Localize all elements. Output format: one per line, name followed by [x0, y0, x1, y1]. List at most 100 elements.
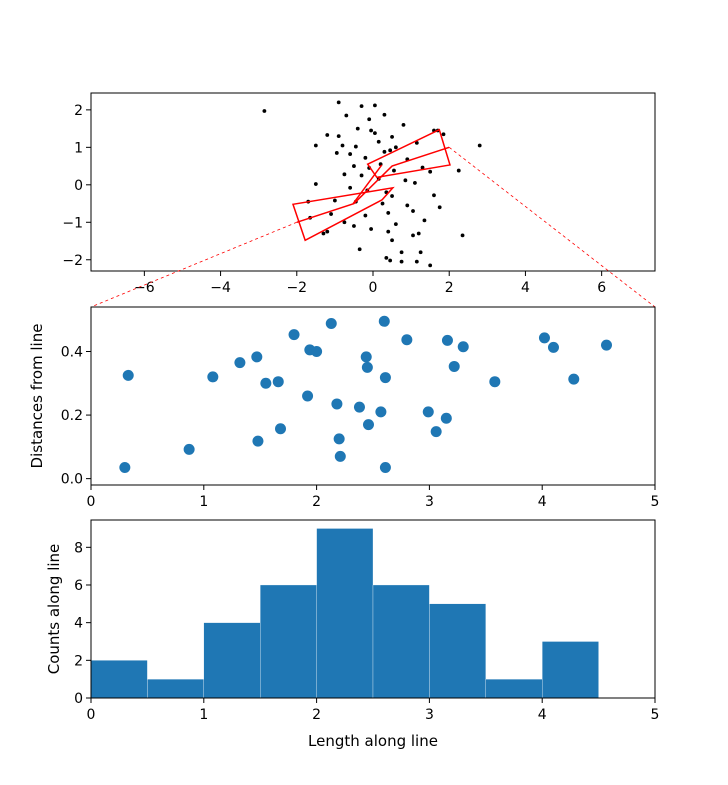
scatter-point [369, 227, 373, 231]
scatter-point [390, 238, 394, 243]
scatter-point [363, 155, 368, 160]
scatter-point [369, 128, 373, 133]
distance-point [422, 406, 434, 418]
scatter-point [382, 149, 387, 154]
distance-point [260, 377, 272, 389]
histogram-bar [542, 641, 599, 699]
distance-y-label: Distances from line [28, 324, 46, 469]
scatter-point [399, 259, 404, 264]
scatter-point [393, 222, 398, 227]
distance-point [288, 329, 300, 341]
scatter-point [393, 145, 398, 150]
histogram-x-axis: 0 1 2 3 4 5 [87, 698, 659, 723]
scatter-y-tick-label: 1 [74, 140, 83, 156]
scatter-point [355, 126, 360, 131]
histogram-y-tick-label: 6 [74, 578, 83, 594]
distance-point [302, 390, 314, 402]
scatter-point [390, 194, 394, 198]
scatter-point [437, 205, 442, 210]
selection-rectangle [352, 164, 383, 204]
scatter-point [390, 134, 394, 139]
histogram-panel-frame [90, 519, 656, 699]
distance-point [379, 462, 391, 474]
scatter-point [376, 139, 381, 144]
distance-point [183, 443, 195, 455]
scatter-point [432, 193, 436, 198]
distance-point [600, 339, 612, 351]
selection-rectangle [291, 186, 395, 242]
distance-point [448, 360, 460, 372]
distance-y-tick-label: 0.0 [61, 472, 83, 488]
scatter-point [344, 113, 349, 118]
scatter-point [373, 131, 377, 135]
histogram-y-label: Counts along line [45, 544, 63, 675]
scatter-point [359, 173, 364, 178]
histogram-bars [90, 528, 599, 699]
distance-point [379, 372, 391, 384]
distance-point [378, 315, 390, 327]
distance-y-tick-label: 0.2 [61, 408, 83, 424]
distance-x-tick-label: 0 [87, 494, 96, 510]
distance-point [440, 412, 452, 424]
scatter-point [428, 263, 433, 268]
scatter-point [340, 143, 345, 148]
distance-point [325, 318, 337, 330]
scatter-point [456, 168, 461, 173]
distance-panel: 0 1 2 3 4 5 0.0 0.2 0.4 Distances from line [28, 306, 660, 510]
selection-rectangles [291, 128, 451, 242]
scatter-x-axis: −6 −4 −2 0 2 4 6 [134, 271, 606, 296]
zoom-line-right [448, 147, 656, 308]
scatter-point [416, 231, 421, 236]
scatter-point [422, 218, 427, 223]
scatter-x-tick-label: 4 [521, 280, 530, 296]
scatter-point [348, 152, 353, 156]
scatter-point [336, 134, 341, 138]
scatter-x-tick-label: 6 [597, 280, 606, 296]
scatter-point [428, 169, 433, 174]
distance-point [331, 398, 343, 410]
scatter-point [392, 168, 396, 173]
selection-rectangle [366, 128, 451, 179]
scatter-point [411, 233, 415, 238]
scatter-point [359, 104, 364, 109]
histogram-y-tick-label: 0 [74, 691, 83, 707]
zoom-connector-lines [90, 147, 656, 308]
distance-x-tick-label: 5 [651, 494, 660, 510]
scatter-point [403, 178, 408, 183]
scatter-x-tick-label: −6 [134, 280, 155, 296]
scatter-point [348, 185, 353, 190]
scatter-point [384, 255, 389, 260]
distance-x-tick-label: 3 [425, 494, 434, 510]
scatter-point [367, 117, 372, 122]
distance-point [538, 332, 550, 344]
distance-point [401, 334, 413, 346]
scatter-point [373, 103, 377, 108]
scatter-point [352, 224, 356, 228]
distance-x-tick-label: 1 [199, 494, 208, 510]
distance-point [430, 426, 442, 438]
scatter-point [313, 143, 318, 148]
scatter-y-axis: −2 −1 0 1 2 [62, 103, 91, 269]
scatter-point [321, 231, 326, 236]
scatter-point [352, 164, 356, 168]
histogram-bar [485, 679, 543, 699]
scatter-x-tick-label: −4 [210, 280, 231, 296]
distance-x-axis: 0 1 2 3 4 5 [87, 485, 660, 510]
selection-centerline [296, 146, 450, 223]
scatter-point [357, 247, 362, 252]
distance-point [122, 369, 134, 381]
scatter-point [411, 209, 415, 213]
distance-point [119, 462, 131, 474]
distance-point [489, 376, 501, 388]
histogram-bar [429, 603, 486, 699]
histogram-bar [260, 584, 317, 699]
scatter-point [399, 250, 404, 255]
distance-point [252, 435, 264, 447]
scatter-panel: −6 −4 −2 0 2 4 6 −2 −1 0 1 2 [62, 92, 656, 296]
scatter-panel-frame [90, 92, 656, 272]
distance-point [333, 433, 345, 445]
distance-y-tick-label: 0.4 [61, 345, 83, 361]
distance-point [234, 357, 246, 369]
histogram-y-axis: 0 2 4 6 8 [74, 540, 91, 707]
